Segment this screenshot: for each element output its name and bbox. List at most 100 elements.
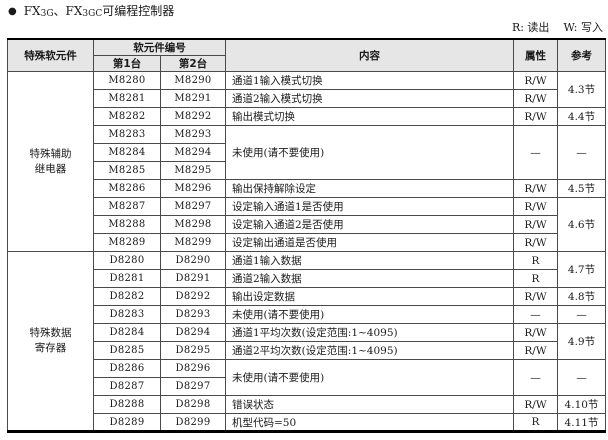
cell-unit2: M8298 (160, 215, 226, 234)
cell-unit2: D8292 (160, 287, 226, 306)
cell-attr: — (513, 305, 558, 324)
header-number-group: 软元件编号 (93, 38, 226, 56)
header-content: 内容 (225, 38, 514, 72)
cell-ref: 4.8节 (557, 287, 606, 306)
cell-attr: R/W (513, 197, 558, 216)
table-row: D8285 D8295 通道2平均次数(设定范围:1~4095) R/W (8, 341, 606, 360)
table-row: M8282 M8292 输出模式切换 R/W 4.4节 (8, 107, 606, 126)
header-unit2: 第2台 (160, 55, 226, 72)
cell-unit1: D8281 (93, 269, 161, 288)
cell-content: 通道1输入数据 (225, 251, 514, 270)
rw-legend: R: 读出 W: 写入 (498, 19, 603, 35)
cell-unit2: M8296 (160, 179, 226, 198)
cell-unit2: D8297 (160, 377, 226, 396)
table-row: D8282 D8292 输出设定数据 R/W 4.8节 (8, 287, 606, 306)
header-device: 特殊软元件 (7, 38, 94, 72)
table-row: D8284 D8294 通道1平均次数(设定范围:1~4095) R/W 4.9… (8, 323, 606, 360)
cell-unit1: M8289 (93, 233, 161, 252)
table-row: M8289 M8299 设定输出通道是否使用 R/W (8, 233, 606, 252)
cell-content: 设定输入通道1是否使用 (225, 197, 514, 216)
cell-unit2: M8291 (160, 89, 226, 108)
title-mid: 、FX (53, 4, 83, 18)
table-row: D8281 D8291 通道2输入数据 R (8, 269, 606, 288)
group-label-line: 特殊数据 (29, 327, 72, 340)
cell-unit2: D8299 (160, 413, 226, 432)
cell-unit2: M8299 (160, 233, 226, 252)
table-row: 特殊数据 寄存器 D8280 D8290 通道1输入数据 R 4.7节 (7, 251, 606, 432)
cell-content: 通道2平均次数(设定范围:1~4095) (225, 341, 514, 360)
group-label-aux-relay: 特殊辅助 继电器 (7, 71, 94, 252)
cell-unit1: D8284 (93, 323, 161, 342)
cell-content: 通道1输入模式切换 (225, 71, 514, 90)
cell-attr: R/W (513, 215, 558, 234)
cell-attr: R/W (513, 323, 558, 342)
header-ref: 参考 (557, 38, 606, 72)
group-label-line: 继电器 (34, 162, 67, 175)
cell-unit1: M8283 (93, 125, 161, 144)
cell-attr: — (513, 125, 558, 180)
cell-attr: R (513, 269, 558, 288)
cell-unit1: M8288 (93, 215, 161, 234)
cell-unit2: D8293 (160, 305, 226, 324)
cell-attr: R/W (513, 287, 558, 306)
cell-unit1: D8288 (93, 395, 161, 414)
title-prefix: FX (23, 4, 41, 18)
cell-attr: R (513, 251, 558, 270)
cell-unit2: M8295 (160, 161, 226, 180)
cell-attr: R/W (513, 89, 558, 108)
cell-ref: 4.10节 (557, 395, 606, 414)
header-attr: 属性 (513, 38, 558, 72)
cell-unit2: M8290 (160, 71, 226, 90)
cell-unit2: M8294 (160, 143, 226, 162)
cell-unit1: D8286 (93, 359, 161, 378)
header-row-1: 特殊软元件 软元件编号 内容 属性 参考 (7, 38, 606, 72)
cell-ref: 4.11节 (557, 413, 606, 432)
cell-content: 输出设定数据 (225, 287, 514, 306)
cell-ref: 4.6节 (557, 197, 606, 252)
special-device-table: 特殊软元件 软元件编号 内容 属性 参考 第1台 第2台 特殊辅助 继电器 M82… (7, 38, 606, 433)
cell-content: 错误状态 (225, 395, 514, 414)
table-row: M8283 M8293 未使用(请不要使用) — — (8, 125, 606, 180)
cell-unit2: M8293 (160, 125, 226, 144)
cell-content: 未使用(请不要使用) (225, 305, 514, 324)
cell-unit1: M8284 (93, 143, 161, 162)
title-model-sub1: 3G (40, 9, 54, 19)
cell-attr: R (513, 413, 558, 432)
cell-attr: R/W (513, 395, 558, 414)
cell-unit1: M8280 (93, 71, 161, 90)
cell-ref: 4.9节 (557, 323, 606, 360)
header-unit1: 第1台 (93, 55, 161, 72)
cell-content: 未使用(请不要使用) (225, 359, 514, 396)
group-label-data-register: 特殊数据 寄存器 (7, 251, 94, 432)
cell-unit2: D8291 (160, 269, 226, 288)
cell-attr: R/W (513, 233, 558, 252)
table-row: M8286 M8296 输出保持解除设定 R/W 4.5节 (8, 179, 606, 198)
cell-attr: R/W (513, 341, 558, 360)
cell-content: 设定输出通道是否使用 (225, 233, 514, 252)
title-suffix: 可编程控制器 (102, 4, 175, 18)
cell-content: 通道1平均次数(设定范围:1~4095) (225, 323, 514, 342)
cell-unit1: D8285 (93, 341, 161, 360)
cell-content: 通道2输入模式切换 (225, 89, 514, 108)
cell-content: 未使用(请不要使用) (225, 125, 514, 180)
cell-content: 机型代码=50 (225, 413, 514, 432)
cell-unit1: D8289 (93, 413, 161, 432)
table-row: D8288 D8298 错误状态 R/W 4.10节 (8, 395, 606, 414)
table-row: M8288 M8298 设定输入通道2是否使用 R/W (8, 215, 606, 234)
cell-unit2: D8298 (160, 395, 226, 414)
cell-unit1: M8287 (93, 197, 161, 216)
legend-write: W: 写入 (563, 21, 603, 34)
table-row: D8283 D8293 未使用(请不要使用) — — (8, 305, 606, 324)
bullet-icon: ● (8, 6, 17, 17)
cell-ref: — (557, 359, 606, 396)
header-row-2: 第1台 第2台 (8, 55, 606, 72)
cell-unit1: M8282 (93, 107, 161, 126)
cell-attr: R/W (513, 107, 558, 126)
table-row: M8287 M8297 设定输入通道1是否使用 R/W 4.6节 (8, 197, 606, 252)
table-row: 特殊辅助 继电器 M8280 M8290 通道1输入模式切换 R/W 4.3节 (7, 71, 606, 252)
table-row: M8281 M8291 通道2输入模式切换 R/W (8, 89, 606, 108)
page-title: ● FX3G、FX3GC可编程控制器 (8, 2, 174, 19)
cell-unit1: D8283 (93, 305, 161, 324)
cell-unit2: D8295 (160, 341, 226, 360)
